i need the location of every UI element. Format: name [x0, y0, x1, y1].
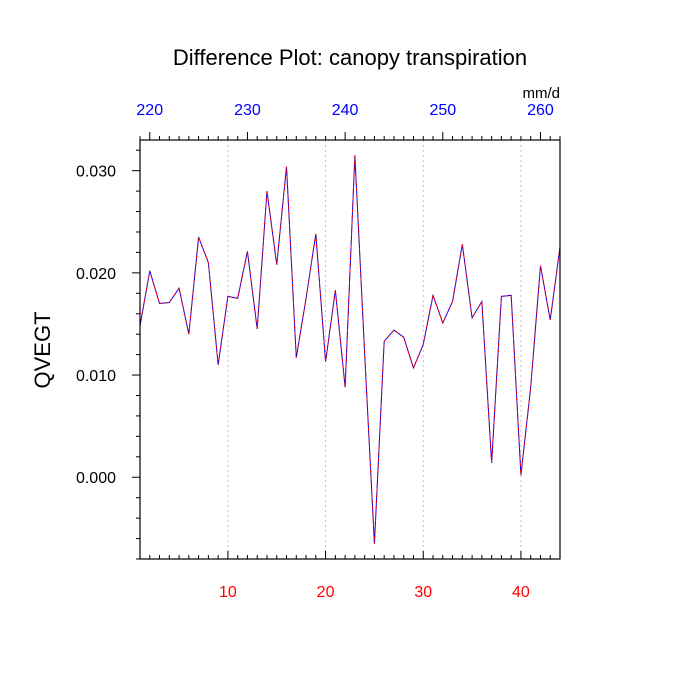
series-line	[139, 155, 561, 544]
series-line-dashed	[139, 155, 561, 544]
y-tick-label: 0.030	[76, 164, 116, 181]
plot-frame	[139, 139, 561, 560]
y-tick-label: 0.020	[76, 266, 116, 283]
top-tick-label: 240	[332, 102, 359, 119]
top-tick-label: 250	[429, 102, 456, 119]
grid-lines	[227, 140, 522, 559]
top-tick-label: 220	[136, 102, 163, 119]
y-axis-label: QVEGT	[30, 311, 55, 388]
y-tick-label: 0.010	[76, 368, 116, 385]
axes: 10 20 30 40 220 230 240 250 260 0.000 0.010 0.020 0.…	[76, 102, 561, 601]
y-tick-label: 0.000	[76, 470, 116, 487]
units-label: mm/d	[523, 85, 561, 102]
chart-title: Difference Plot: canopy transpiration	[173, 45, 527, 70]
x-tick-label: 30	[414, 584, 432, 601]
top-tick-label: 260	[527, 102, 554, 119]
top-tick-label: 230	[234, 102, 261, 119]
x-tick-label: 40	[512, 584, 530, 601]
plot-area	[139, 155, 561, 544]
x-tick-label: 10	[219, 584, 237, 601]
x-tick-label: 20	[317, 584, 335, 601]
